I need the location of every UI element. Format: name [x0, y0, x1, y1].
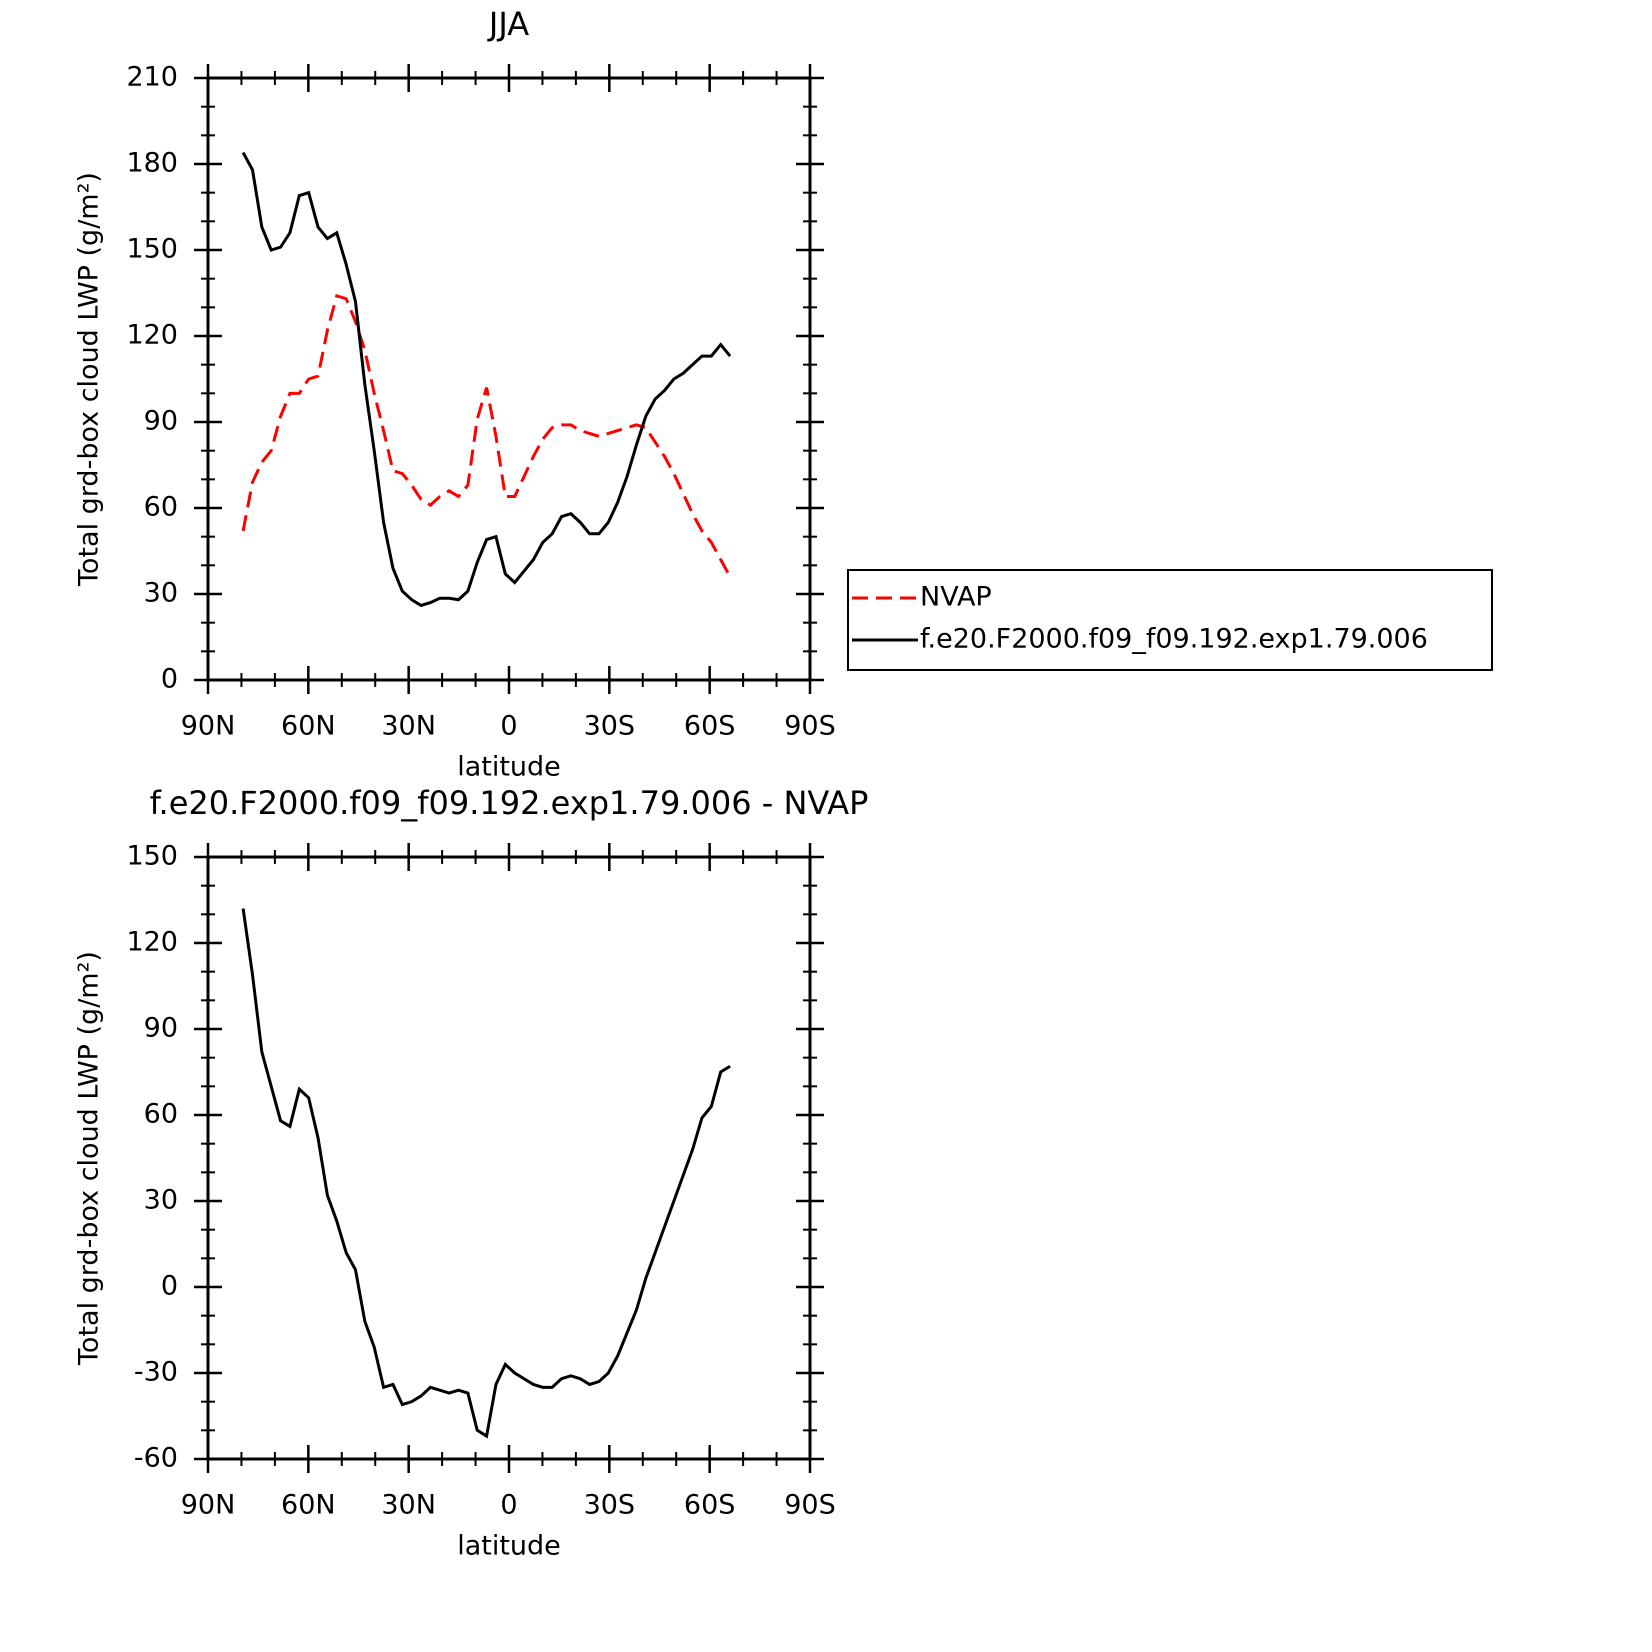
x-tick-label: 30N	[381, 711, 436, 742]
y-tick-label: 120	[126, 927, 178, 958]
x-axis-label: latitude	[457, 1531, 561, 1562]
legend-label: f.e20.F2000.f09_f09.192.exp1.79.006	[920, 624, 1428, 655]
y-axis-label: Total grd-box cloud LWP (g/m²)	[74, 951, 105, 1366]
x-tick-label: 60N	[281, 711, 336, 742]
y-tick-label: 90	[144, 406, 178, 437]
y-axis-label: Total grd-box cloud LWP (g/m²)	[74, 172, 105, 587]
chart-title: JJA	[487, 5, 529, 43]
x-tick-label: 30S	[584, 711, 636, 742]
y-tick-label: 120	[126, 320, 178, 351]
y-tick-label: 90	[144, 1013, 178, 1044]
x-tick-label: 0	[500, 711, 517, 742]
y-tick-label: 60	[144, 492, 178, 523]
y-tick-label: 30	[144, 578, 178, 609]
y-tick-label: 150	[126, 841, 178, 872]
chart-title: f.e20.F2000.f09_f09.192.exp1.79.006 - NV…	[150, 784, 869, 822]
x-tick-label: 90N	[181, 1490, 236, 1521]
x-tick-label: 90S	[784, 1490, 836, 1521]
y-tick-label: 180	[126, 148, 178, 179]
legend-label: NVAP	[920, 582, 992, 613]
y-tick-label: -60	[134, 1443, 178, 1474]
x-tick-label: 90N	[181, 711, 236, 742]
plot-frame	[206, 76, 812, 682]
data-line	[241, 151, 732, 608]
x-tick-label: 60S	[684, 1490, 736, 1521]
x-tick-label: 90S	[784, 711, 836, 742]
x-tick-label: 60S	[684, 711, 736, 742]
x-tick-label: 60N	[281, 1490, 336, 1521]
x-axis-label: latitude	[457, 752, 561, 783]
legend-box	[847, 569, 1493, 671]
y-tick-label: 150	[126, 234, 178, 265]
x-tick-label: 30N	[381, 1490, 436, 1521]
x-tick-label: 0	[500, 1490, 517, 1521]
y-tick-label: 30	[144, 1185, 178, 1216]
y-tick-label: 210	[126, 62, 178, 93]
data-line	[241, 908, 731, 1439]
data-line	[241, 293, 732, 578]
y-tick-label: 0	[161, 1271, 178, 1302]
y-tick-label: 0	[161, 664, 178, 695]
y-tick-label: -30	[134, 1357, 178, 1388]
y-tick-label: 60	[144, 1099, 178, 1130]
x-tick-label: 30S	[584, 1490, 636, 1521]
